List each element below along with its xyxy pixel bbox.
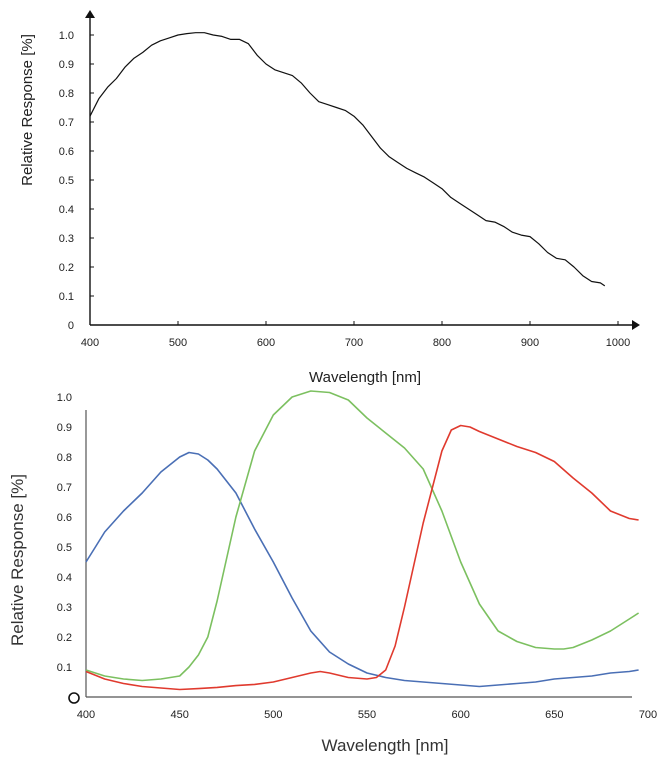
chart-1-y-axis-arrow bbox=[85, 10, 95, 18]
chart-2-x-tick-label: 550 bbox=[358, 709, 376, 721]
chart-2-x-tick-label: 500 bbox=[264, 709, 282, 721]
chart-2-blue-line bbox=[85, 451, 639, 688]
chart-2: 0.1 0.2 0.3 0.4 0.5 0.6 0.7 0.8 0.9 1.0 400 450 500… bbox=[8, 390, 657, 755]
chart-1-y-tick-label: 0.7 bbox=[59, 117, 74, 129]
chart-1-y-ticks: 0 0.1 0.2 0.3 0.4 0.5 0.6 0.7 0.8 0.9 1.0 bbox=[59, 30, 94, 332]
chart-1-x-tick-label: 900 bbox=[521, 337, 539, 349]
chart-2-y-tick-label: 0.2 bbox=[57, 632, 72, 644]
chart-1-x-tick-label: 1000 bbox=[606, 337, 630, 349]
chart-2-y-tick-label: 1.0 bbox=[57, 392, 72, 404]
chart-2-y-tick-label: 0.7 bbox=[57, 482, 72, 494]
chart-2-green-line bbox=[85, 390, 640, 682]
chart-1-x-tick-label: 700 bbox=[345, 337, 363, 349]
chart-2-x-ticks: 400 450 500 550 600 650 700 bbox=[77, 709, 657, 721]
chart-1-y-tick-label: 0.6 bbox=[59, 146, 74, 158]
chart-1-y-tick-label: 0.8 bbox=[59, 88, 74, 100]
chart-1-y-tick-label: 0 bbox=[68, 320, 74, 332]
chart-1-y-axis-label: Relative Response [%] bbox=[19, 34, 36, 186]
chart-1-y-tick-label: 0.2 bbox=[59, 262, 74, 274]
chart-1-y-tick-label: 0.3 bbox=[59, 233, 74, 245]
chart-2-red-line bbox=[85, 424, 639, 691]
chart-1-x-tick-label: 400 bbox=[81, 337, 99, 349]
chart-2-y-tick-label: 0.9 bbox=[57, 422, 72, 434]
chart-2-y-tick-label: 0.1 bbox=[57, 662, 72, 674]
chart-2-series bbox=[85, 390, 640, 691]
chart-2-y-tick-label: 0.6 bbox=[57, 512, 72, 524]
chart-2-y-ticks: 0.1 0.2 0.3 0.4 0.5 0.6 0.7 0.8 0.9 1.0 bbox=[57, 392, 72, 674]
chart-1-series bbox=[89, 32, 606, 287]
chart-1-x-axis-arrow bbox=[632, 320, 640, 330]
chart-2-origin-marker bbox=[68, 692, 80, 704]
chart-1-x-tick-label: 800 bbox=[433, 337, 451, 349]
chart-2-x-tick-label: 600 bbox=[451, 709, 469, 721]
chart-1-y-tick-label: 1.0 bbox=[59, 30, 74, 42]
chart-1-x-ticks: 400 500 600 700 800 900 1000 bbox=[81, 321, 630, 349]
chart-1: 0 0.1 0.2 0.3 0.4 0.5 0.6 0.7 0.8 0.9 1.0 400 500 60… bbox=[19, 10, 640, 386]
chart-2-axes bbox=[68, 410, 632, 704]
chart-2-y-tick-label: 0.4 bbox=[57, 572, 72, 584]
chart-1-y-tick-label: 0.9 bbox=[59, 59, 74, 71]
chart-1-y-tick-label: 0.5 bbox=[59, 175, 74, 187]
chart-1-x-tick-label: 500 bbox=[169, 337, 187, 349]
chart-2-y-tick-label: 0.3 bbox=[57, 602, 72, 614]
chart-1-y-tick-label: 0.1 bbox=[59, 291, 74, 303]
chart-2-x-tick-label: 450 bbox=[170, 709, 188, 721]
chart-2-x-tick-label: 700 bbox=[639, 709, 657, 721]
chart-1-x-axis-label: Wavelength [nm] bbox=[309, 369, 421, 386]
chart-2-x-tick-label: 400 bbox=[77, 709, 95, 721]
chart-1-response-line bbox=[89, 32, 606, 287]
chart-1-y-tick-label: 0.4 bbox=[59, 204, 74, 216]
chart-1-axes bbox=[85, 10, 640, 330]
chart-2-x-axis-label: Wavelength [nm] bbox=[322, 736, 449, 755]
chart-1-x-tick-label: 600 bbox=[257, 337, 275, 349]
chart-2-y-tick-label: 0.5 bbox=[57, 542, 72, 554]
chart-2-x-tick-label: 650 bbox=[545, 709, 563, 721]
chart-2-y-axis-label: Relative Response [%] bbox=[8, 474, 27, 646]
chart-2-y-tick-label: 0.8 bbox=[57, 452, 72, 464]
